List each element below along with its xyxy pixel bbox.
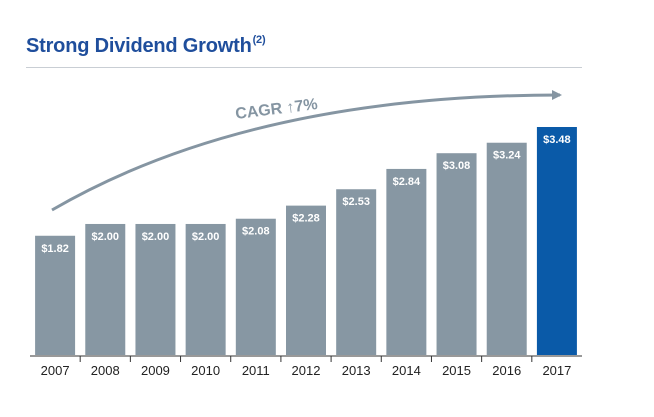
chart-title-text: Strong Dividend Growth — [26, 35, 252, 57]
x-tick-label-2012: 2012 — [292, 363, 321, 378]
x-tick-label-2010: 2010 — [191, 363, 220, 378]
data-label-2009: $2.00 — [142, 231, 170, 243]
title-divider — [26, 67, 582, 68]
bar-2008 — [85, 223, 126, 355]
bar-2010 — [185, 223, 226, 355]
data-label-2010: $2.00 — [192, 231, 220, 243]
bar-2016 — [486, 142, 527, 355]
data-label-2015: $3.08 — [443, 160, 471, 172]
bar-2013 — [336, 189, 377, 355]
data-label-2013: $2.53 — [342, 196, 370, 208]
data-label-2012: $2.28 — [292, 213, 320, 225]
chart-title: Strong Dividend Growth(2) — [26, 34, 266, 58]
data-label-2007: $1.82 — [41, 243, 69, 255]
x-tick-label-2017: 2017 — [542, 363, 571, 378]
data-label-2011: $2.08 — [242, 226, 270, 238]
data-label-2014: $2.84 — [393, 176, 421, 188]
bar-2007 — [35, 235, 76, 355]
x-tick-label-2016: 2016 — [492, 363, 521, 378]
x-tick-label-2015: 2015 — [442, 363, 471, 378]
bar-2015 — [436, 153, 477, 355]
cagr-arrow — [51, 90, 562, 212]
x-tick-label-2011: 2011 — [242, 363, 270, 378]
bar-2009 — [135, 223, 176, 355]
x-tick-label-2008: 2008 — [91, 363, 120, 378]
chart-title-footnote: (2) — [252, 34, 266, 46]
bar-2012 — [286, 205, 326, 355]
data-label-2017: $3.48 — [543, 134, 571, 146]
x-tick-label-2013: 2013 — [342, 363, 371, 378]
bar-2014 — [386, 168, 427, 355]
x-tick-label-2009: 2009 — [141, 363, 170, 378]
bar-2011 — [235, 218, 276, 355]
x-tick-label-2007: 2007 — [41, 363, 70, 378]
data-label-2008: $2.00 — [92, 231, 120, 243]
data-label-2016: $3.24 — [493, 150, 521, 162]
x-tick-label-2014: 2014 — [392, 363, 421, 378]
bar-2017 — [536, 127, 577, 355]
